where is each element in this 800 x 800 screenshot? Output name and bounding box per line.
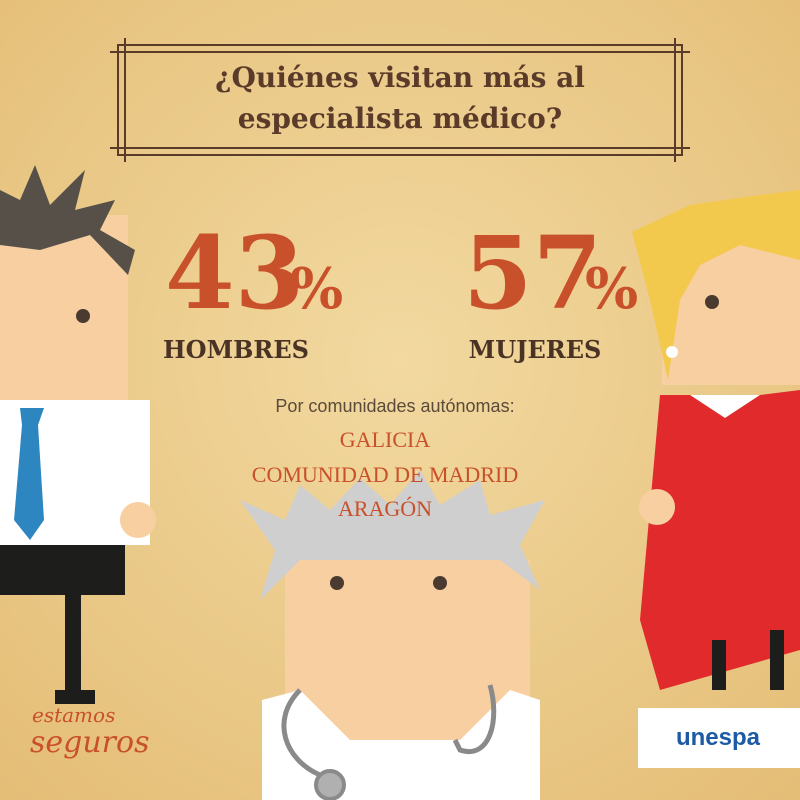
man-illustration (0, 165, 156, 704)
region: ARAGÓN (338, 496, 432, 521)
brand-left: seguros (30, 725, 149, 760)
title-line: ¿Quiénes visitan más al (215, 61, 585, 94)
stat-number: 57 (463, 214, 602, 332)
stat-unit: % (585, 256, 638, 322)
title-line: especialista médico? (238, 102, 562, 135)
brand-left: estamos (32, 703, 115, 727)
stat-label: MUJERES (469, 335, 602, 364)
regions-heading: Por comunidades autónomas: (275, 396, 514, 416)
brand-right: unespa (676, 724, 761, 751)
doctor-illustration (240, 470, 545, 800)
region: GALICIA (340, 427, 431, 452)
stat-unit: % (290, 256, 343, 322)
brand-right-box (638, 708, 800, 768)
woman-illustration (632, 190, 800, 690)
stat-number: 43 (165, 214, 304, 332)
stat-label: HOMBRES (163, 335, 309, 364)
region: COMUNIDAD DE MADRID (252, 462, 518, 487)
title-box (110, 38, 690, 162)
